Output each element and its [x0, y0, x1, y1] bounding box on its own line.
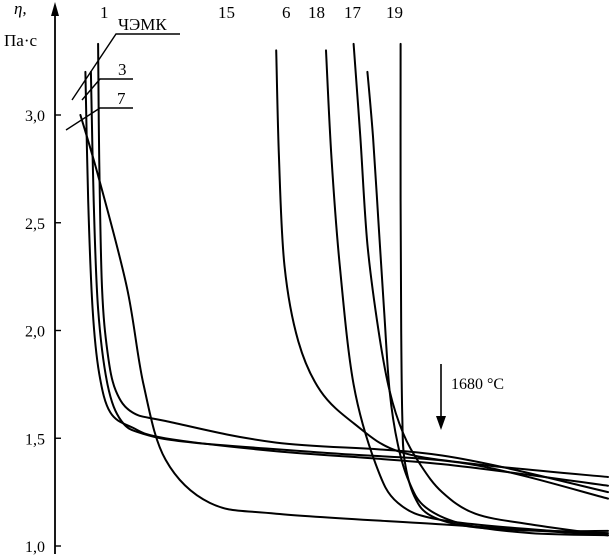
series-label-1: 1	[100, 3, 109, 22]
series-lines	[79, 42, 609, 537]
series-labels: 1 15 6 18 17 19 ЧЭМК 3 7	[100, 3, 403, 108]
series-line-19	[399, 42, 609, 533]
series-label-15: 15	[218, 3, 235, 22]
annotation-text: 1680 °C	[451, 376, 504, 393]
series-line-15	[275, 49, 609, 478]
series-line-chemk	[84, 70, 609, 487]
series-label-18: 18	[308, 3, 325, 22]
series-line-18	[352, 42, 609, 537]
series-label-7: 7	[117, 89, 126, 108]
series-label-6: 6	[282, 3, 291, 22]
series-label-19: 19	[386, 3, 403, 22]
y-axis-symbol: η,	[14, 0, 27, 18]
series-label-17: 17	[344, 3, 362, 22]
temperature-annotation: 1680 °C	[436, 364, 504, 430]
y-tick-label: 2,5	[25, 216, 45, 233]
series-line-1	[97, 42, 609, 494]
annotation-arrow-head	[436, 416, 446, 430]
series-label-3: 3	[118, 60, 127, 79]
leader-7	[65, 107, 133, 131]
label-leaders	[65, 33, 180, 131]
leader-3	[81, 78, 133, 101]
y-tick-label: 1,0	[25, 539, 45, 556]
leader-chemk	[71, 33, 180, 101]
series-line-3	[89, 70, 609, 500]
series-label-chemk: ЧЭМК	[118, 15, 167, 34]
series-line-6	[325, 49, 609, 535]
y-axis-unit: Па·с	[4, 31, 37, 50]
y-axis-arrow	[51, 2, 59, 16]
axes: 1,0 1,5 2,0 2,5 3,0 η, Па·с	[4, 0, 61, 556]
series-line-7	[79, 114, 609, 537]
y-tick-label: 2,0	[25, 324, 45, 341]
y-tick-label: 1,5	[25, 431, 45, 448]
y-tick-label: 3,0	[25, 108, 45, 125]
